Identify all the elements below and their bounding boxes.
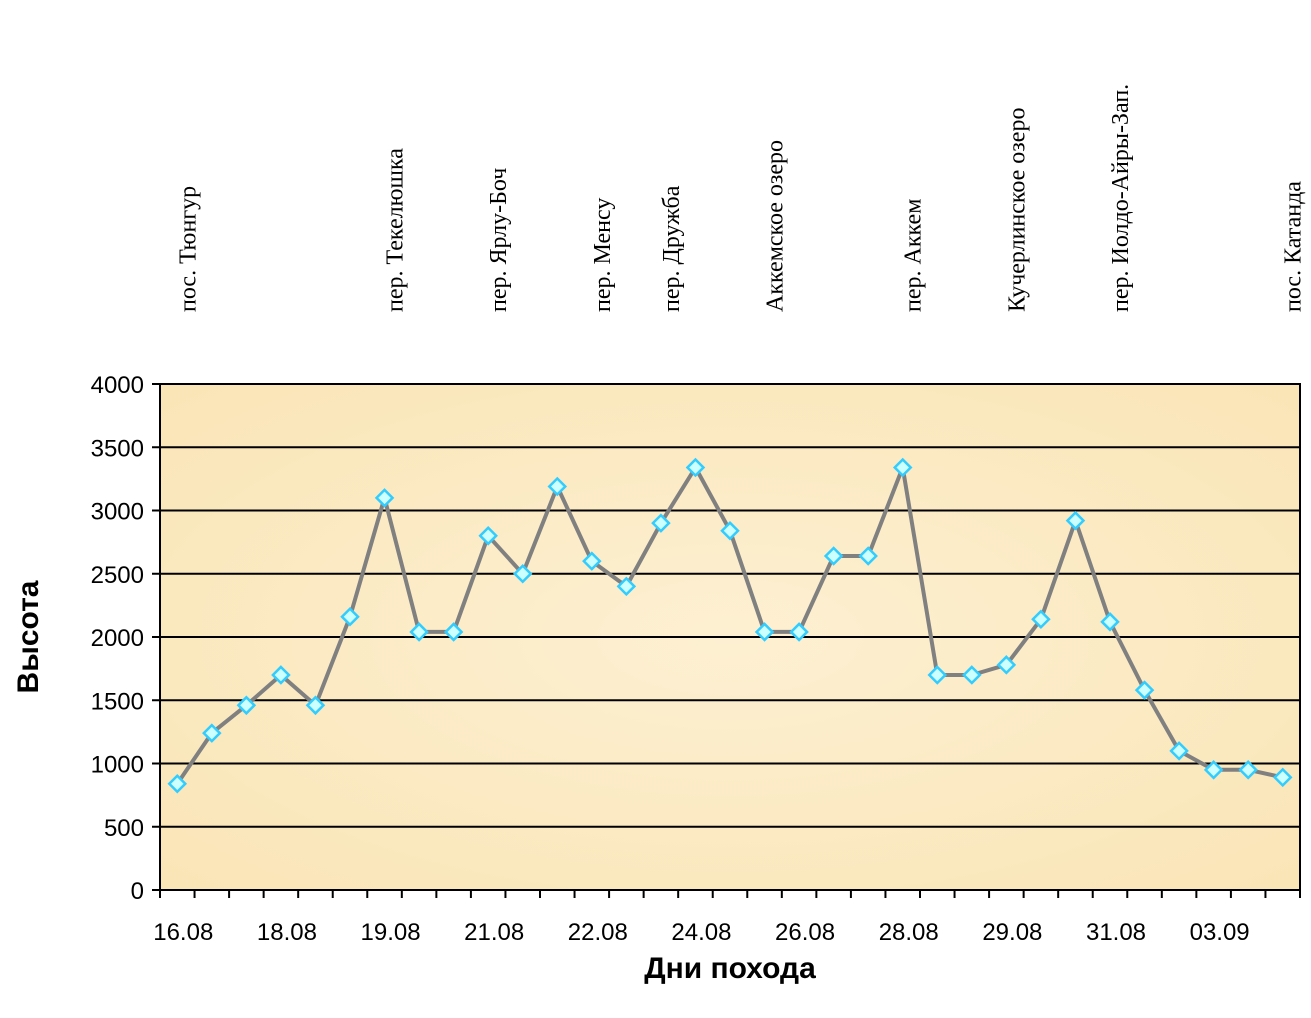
y-tick-labels: 0 500 1000 1500 2000 2500 3000 3500 4000: [91, 372, 144, 905]
x-tick-label: 21.08: [464, 919, 524, 946]
y-tick-label: 500: [104, 815, 144, 842]
place-label: Аккемское озеро: [763, 140, 789, 312]
data-point: [996, 655, 1017, 675]
data-markers: [167, 457, 1293, 794]
data-point: [789, 622, 809, 642]
place-label: пер. Иолдо-Айры-Зап.: [1108, 84, 1134, 312]
data-point: [443, 622, 464, 642]
data-point: [409, 622, 429, 642]
x-tick-labels: 16.08 18.08 19.08 21.08 22.08 24.08 26.08 28.08…: [153, 919, 1249, 946]
data-point: [1238, 760, 1258, 780]
data-point: [305, 695, 326, 716]
place-label: пер. Менсу: [590, 198, 616, 312]
place-label: пер. Ярлу-Боч: [486, 168, 512, 312]
data-point: [962, 665, 982, 685]
data-point: [582, 551, 602, 571]
x-axis-title: Дни похода: [644, 952, 816, 985]
data-point: [720, 520, 740, 541]
data-point: [1065, 510, 1086, 531]
data-point: [271, 665, 291, 685]
data-point: [685, 457, 706, 478]
data-point: [651, 513, 671, 533]
data-point: [823, 546, 844, 566]
data-point: [1134, 680, 1155, 700]
data-point: [1272, 767, 1293, 788]
data-point: [1203, 760, 1224, 780]
data-point: [167, 773, 188, 794]
data-point: [1031, 609, 1051, 630]
axes: [159, 383, 1301, 898]
place-label: пер. Дружба: [659, 185, 685, 312]
plot-frame: [159, 383, 1301, 891]
place-label: пос. Катанда: [1281, 181, 1307, 312]
x-tick-label: 18.08: [257, 919, 317, 946]
data-point: [1169, 741, 1189, 761]
x-tick-label: 29.08: [982, 919, 1042, 946]
x-tick-label: 26.08: [775, 919, 835, 946]
y-tick-label: 2500: [91, 562, 144, 589]
data-point: [754, 622, 775, 642]
place-labels: пос. Тюнгур пер. Текелюшка пер. Ярлу-Боч пе…: [175, 84, 1306, 312]
y-tick-label: 0: [131, 878, 144, 905]
data-point: [202, 723, 222, 743]
place-label: Кучерлинское озеро: [1004, 108, 1030, 312]
data-point: [616, 576, 637, 597]
data-point: [236, 695, 257, 716]
x-tick-label: 24.08: [671, 919, 731, 946]
place-label: пер. Текелюшка: [383, 148, 409, 312]
place-label: пос. Тюнгур: [175, 186, 201, 312]
x-tick-label: 31.08: [1086, 919, 1146, 946]
data-point: [892, 457, 913, 478]
data-point: [1100, 612, 1120, 632]
y-tick-label: 4000: [91, 372, 144, 399]
y-tick-label: 2000: [91, 625, 144, 652]
data-point: [478, 526, 498, 546]
place-label: пер. Аккем: [901, 199, 927, 312]
data-point: [374, 488, 395, 508]
y-tick-label: 3000: [91, 499, 144, 526]
x-tick-label: 22.08: [568, 919, 628, 946]
y-axis-title: Высота: [12, 580, 45, 693]
data-point: [547, 476, 568, 497]
data-point: [927, 665, 948, 685]
y-tick-label: 3500: [91, 435, 144, 462]
data-point: [858, 546, 878, 566]
data-point: [512, 563, 533, 584]
y-tick-label: 1000: [91, 752, 144, 779]
data-point: [340, 606, 360, 627]
x-tick-label: 16.08: [153, 919, 213, 946]
y-tick-label: 1500: [91, 688, 144, 715]
x-tick-label: 03.09: [1190, 919, 1250, 946]
x-tick-label: 19.08: [361, 919, 421, 946]
x-tick-label: 28.08: [879, 919, 939, 946]
